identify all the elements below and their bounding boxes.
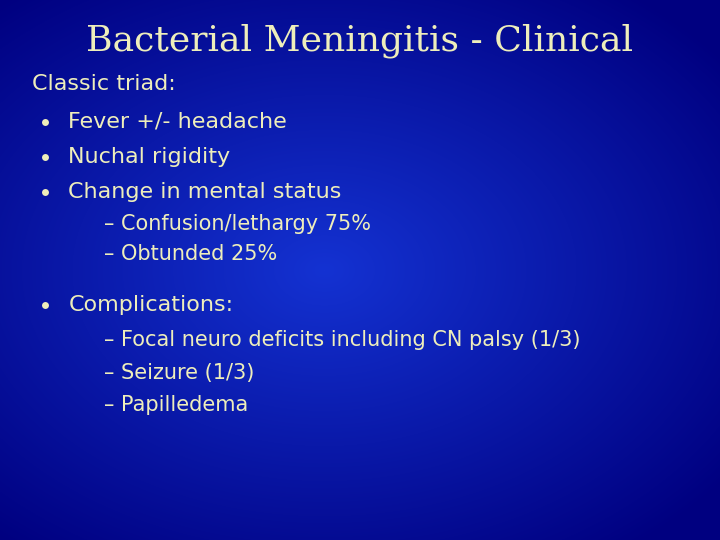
Text: – Seizure (1/3): – Seizure (1/3) — [104, 362, 255, 383]
Text: Nuchal rigidity: Nuchal rigidity — [68, 146, 230, 167]
Text: Change in mental status: Change in mental status — [68, 181, 342, 202]
Text: – Papilledema: – Papilledema — [104, 395, 248, 415]
Text: Complications:: Complications: — [68, 295, 233, 315]
Text: Fever +/- headache: Fever +/- headache — [68, 111, 287, 132]
Text: Bacterial Meningitis - Clinical: Bacterial Meningitis - Clinical — [86, 23, 634, 58]
Text: – Confusion/lethargy 75%: – Confusion/lethargy 75% — [104, 214, 372, 234]
Text: – Focal neuro deficits including CN palsy (1/3): – Focal neuro deficits including CN pals… — [104, 330, 581, 350]
Text: – Obtunded 25%: – Obtunded 25% — [104, 244, 278, 264]
Text: Classic triad:: Classic triad: — [32, 73, 176, 94]
